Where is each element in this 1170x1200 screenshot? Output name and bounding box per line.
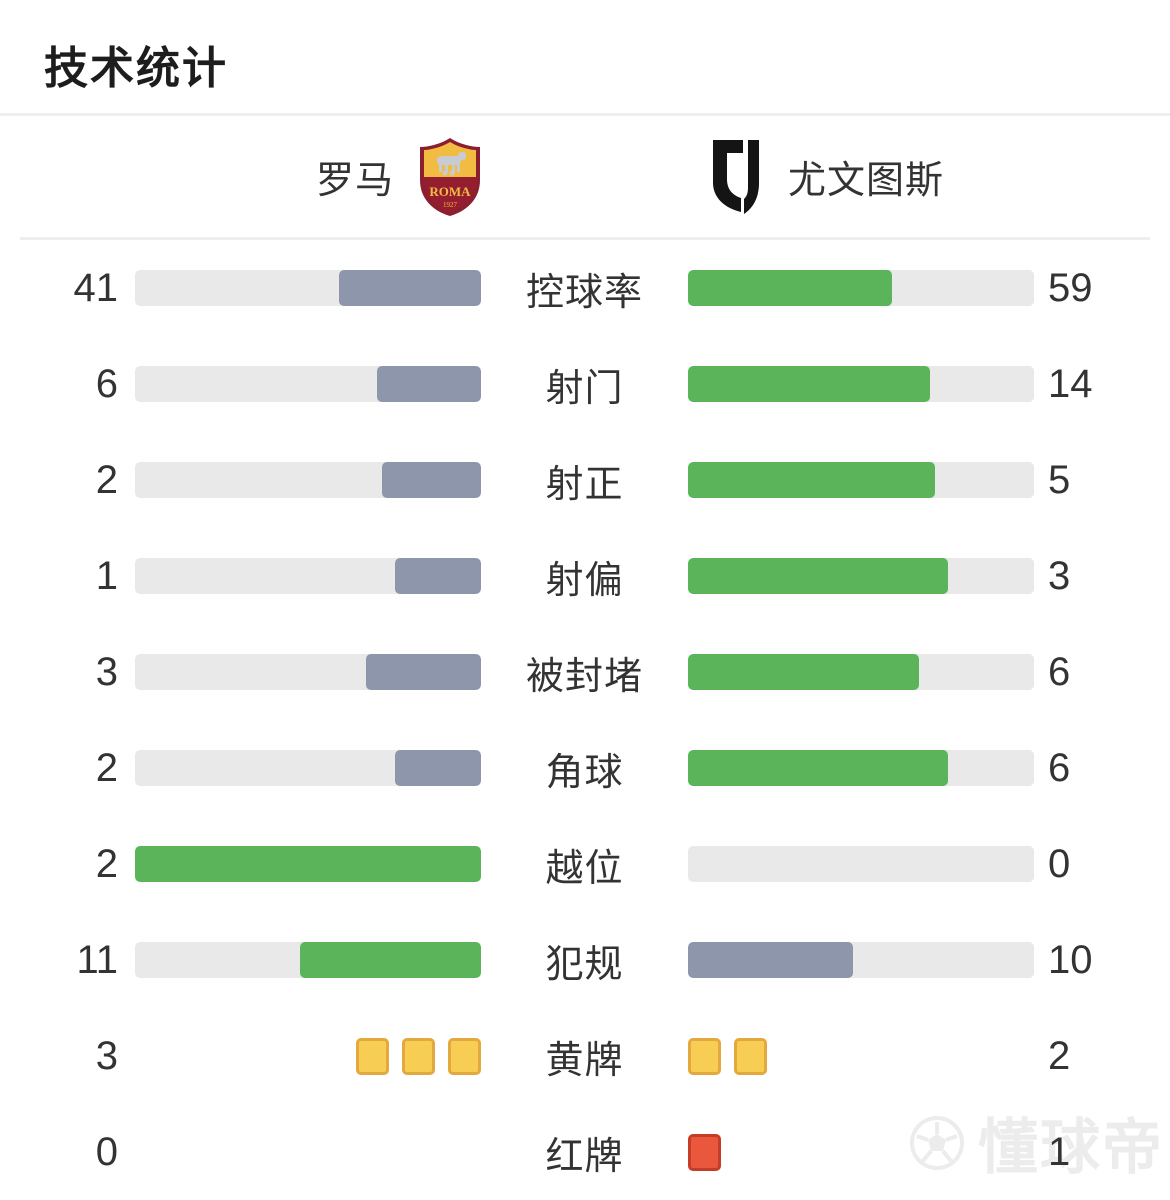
away-bar-fill (688, 366, 931, 402)
away-team-header: 尤文图斯 (710, 116, 944, 237)
stat-label: 被封堵 (525, 655, 643, 698)
away-value: 10 (1048, 937, 1093, 982)
home-bar-track (135, 270, 481, 306)
home-bar-track (135, 750, 481, 786)
stat-label: 射门 (545, 367, 624, 410)
away-value: 59 (1048, 265, 1093, 310)
home-bar-track (135, 846, 481, 882)
away-value: 0 (1048, 841, 1071, 886)
stat-row: 2 越位 0 (0, 816, 1170, 912)
page-title: 技术统计 (44, 44, 228, 93)
away-cards (688, 1133, 1034, 1171)
home-bar-fill (394, 750, 481, 786)
away-bar-track (688, 270, 1034, 306)
watermark-text: 懂球帝 (978, 1114, 1164, 1181)
away-team-name: 尤文图斯 (788, 160, 945, 202)
home-bar-track (135, 942, 481, 978)
stat-row: 41 控球率 59 (0, 240, 1170, 336)
away-value: 6 (1048, 745, 1071, 790)
home-bar-track (135, 654, 481, 690)
away-bar-track (688, 846, 1034, 882)
home-bar-fill (382, 462, 481, 498)
away-value: 6 (1048, 649, 1071, 694)
roma-crest-year: 1927 (443, 201, 458, 209)
stat-row: 1 射偏 3 (0, 528, 1170, 624)
stat-row: 3 被封堵 6 (0, 624, 1170, 720)
roma-crest-text: ROMA (429, 184, 471, 199)
away-cards (688, 1037, 1034, 1075)
yellow-card-icon (688, 1037, 721, 1075)
divider (20, 237, 1150, 240)
away-bar-track (688, 654, 1034, 690)
teams-header: 罗马 ROMA 1927 (0, 116, 1170, 237)
away-value: 2 (1048, 1033, 1071, 1078)
home-cards (135, 1037, 481, 1075)
home-team-header: 罗马 ROMA 1927 (0, 116, 482, 237)
away-bar-fill (688, 750, 948, 786)
home-value: 3 (95, 649, 118, 694)
home-value: 2 (95, 745, 118, 790)
home-value: 6 (95, 361, 118, 406)
away-value: 14 (1048, 361, 1093, 406)
stat-label: 射正 (545, 463, 624, 506)
home-value: 2 (95, 841, 118, 886)
stat-label: 射偏 (545, 559, 624, 602)
away-bar-fill (688, 462, 936, 498)
away-bar-fill (688, 942, 853, 978)
watermark: 懂球帝 (908, 1099, 1164, 1186)
stat-row: 2 射正 5 (0, 432, 1170, 528)
yellow-card-icon (448, 1037, 481, 1075)
red-card-icon (688, 1133, 721, 1171)
divider (0, 113, 1170, 116)
title-bar: 技术统计 (0, 0, 1170, 113)
yellow-card-icon (356, 1037, 389, 1075)
stat-row: 0 红牌 1 (0, 1104, 1170, 1200)
stat-row: 6 射门 14 (0, 336, 1170, 432)
away-bar-track (688, 750, 1034, 786)
home-value: 3 (95, 1033, 118, 1078)
away-bar-fill (688, 270, 893, 306)
stats-rows: 41 控球率 59 6 射门 14 2 射正 5 1 射偏 3 3 被封堵 6 2 角球 6 2 越位 0 11 犯规 10 3… (0, 240, 1170, 1200)
stat-row: 3 黄牌 2 (0, 1008, 1170, 1104)
away-bar-fill (688, 654, 919, 690)
home-value: 11 (76, 937, 118, 982)
soccer-ball-icon (910, 1115, 964, 1170)
away-value: 1 (1048, 1129, 1071, 1174)
home-value: 2 (95, 457, 118, 502)
stat-label: 角球 (545, 751, 624, 794)
away-value: 3 (1048, 553, 1071, 598)
stat-label: 控球率 (525, 271, 643, 314)
home-team-name: 罗马 (315, 160, 394, 202)
away-bar-track (688, 558, 1034, 594)
away-bar-fill (688, 558, 948, 594)
home-value: 1 (95, 553, 118, 598)
home-bar-fill (394, 558, 481, 594)
away-bar-track (688, 462, 1034, 498)
roma-crest-icon: ROMA 1927 (420, 137, 480, 216)
home-bar-fill (299, 942, 481, 978)
stat-label: 红牌 (545, 1135, 624, 1178)
away-bar-track (688, 366, 1034, 402)
home-bar-track (135, 462, 481, 498)
home-cards (135, 1134, 481, 1170)
away-bar-track (688, 942, 1034, 978)
home-bar-fill (135, 846, 481, 882)
stat-row: 11 犯规 10 (0, 912, 1170, 1008)
yellow-card-icon (734, 1037, 767, 1075)
home-bar-fill (339, 270, 481, 306)
home-bar-track (135, 558, 481, 594)
home-bar-fill (365, 654, 481, 690)
home-value: 0 (95, 1129, 118, 1174)
home-value: 41 (73, 265, 119, 310)
stat-label: 越位 (545, 847, 624, 890)
stat-label: 黄牌 (545, 1039, 624, 1082)
stat-label: 犯规 (545, 943, 624, 986)
yellow-card-icon (402, 1037, 435, 1075)
home-bar-track (135, 366, 481, 402)
away-value: 5 (1048, 457, 1071, 502)
home-bar-fill (377, 366, 481, 402)
stat-row: 2 角球 6 (0, 720, 1170, 816)
juventus-logo-icon (713, 139, 759, 214)
